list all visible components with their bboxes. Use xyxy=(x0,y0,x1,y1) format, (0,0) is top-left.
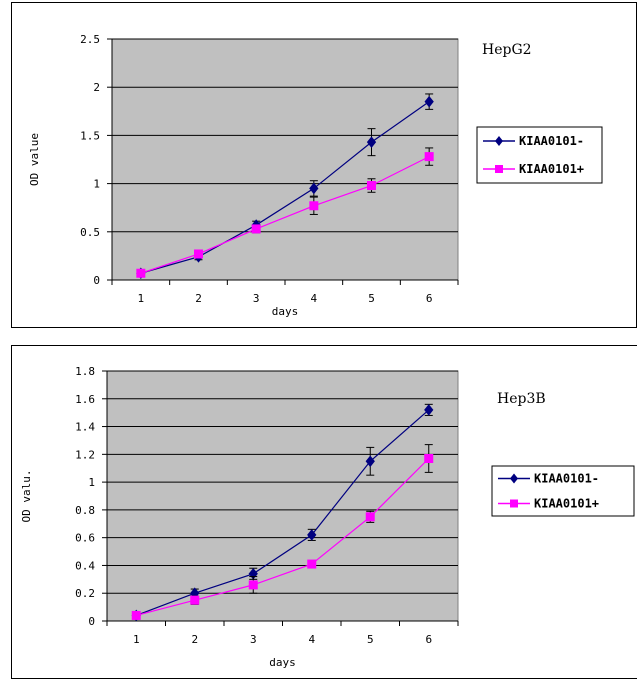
y-axis-label: OD value xyxy=(28,133,41,186)
series-1-line xyxy=(136,458,430,617)
y-tick-label: 1.2 xyxy=(75,448,95,461)
x-tick-label: 5 xyxy=(367,633,374,646)
x-tick-label: 6 xyxy=(425,633,432,646)
y-tick-label: 0 xyxy=(93,274,100,287)
y-tick-label: 0.4 xyxy=(75,559,95,572)
y-tick-label: 0 xyxy=(88,615,95,628)
y-tick-label: 1 xyxy=(93,178,100,191)
series-1-point xyxy=(307,559,317,569)
series-1-point xyxy=(309,201,319,211)
plot-area xyxy=(106,370,459,622)
series-1-point xyxy=(251,224,261,234)
y-axis-label: OD valu. xyxy=(20,470,33,523)
series-1-point xyxy=(136,268,146,278)
y-tick-label: 2 xyxy=(93,81,100,94)
y-tick-label: 0.8 xyxy=(75,504,95,517)
legend-marker xyxy=(495,136,503,146)
y-tick-label: 1.6 xyxy=(75,393,95,406)
legend-box xyxy=(476,126,603,184)
plot-area xyxy=(111,38,459,281)
y-tick-label: 2.5 xyxy=(80,33,100,46)
series-0-line xyxy=(140,101,430,274)
x-tick-label: 6 xyxy=(426,292,433,305)
series-1-point xyxy=(194,249,203,259)
series-1-point xyxy=(424,454,434,463)
y-tick-label: 1 xyxy=(88,476,95,489)
x-tick-label: 5 xyxy=(368,292,375,305)
x-tick-label: 2 xyxy=(191,633,198,646)
legend-entry: KIAA0101- xyxy=(519,134,584,148)
series-1-point xyxy=(190,595,200,605)
y-tick-label: 1.4 xyxy=(75,421,95,434)
x-tick-label: 1 xyxy=(133,633,140,646)
x-tick-label: 3 xyxy=(253,292,260,305)
series-1-point xyxy=(248,580,258,590)
legend-marker xyxy=(495,165,503,173)
y-tick-label: 1.8 xyxy=(75,365,95,378)
y-tick-label: 0.2 xyxy=(75,587,95,600)
x-axis-label: days xyxy=(272,305,299,318)
chart-hepg2: 0 0.5 1 1.5 2 2.5 1 2 3 4 5 6 days OD value HepG2 KIAA0… xyxy=(28,33,603,318)
series-1-point xyxy=(365,512,375,522)
legend-entry: KIAA0101+ xyxy=(534,497,599,511)
x-tick-label: 1 xyxy=(138,292,145,305)
x-tick-label: 4 xyxy=(311,292,318,305)
y-tick-label: 0.6 xyxy=(75,532,95,545)
series-0-line xyxy=(136,409,430,617)
legend-entry: KIAA0101- xyxy=(534,472,599,486)
y-tick-label: 1.5 xyxy=(80,129,100,142)
series-1-point xyxy=(131,610,141,620)
cell-line-label: Hep3B xyxy=(497,391,546,407)
legend-box xyxy=(491,465,635,517)
series-0-point xyxy=(366,136,377,148)
series-1-point xyxy=(424,152,434,162)
x-tick-label: 3 xyxy=(250,633,257,646)
series-0-point xyxy=(307,529,317,541)
x-axis-label: days xyxy=(269,656,296,669)
legend-marker xyxy=(510,499,518,508)
x-tick-label: 2 xyxy=(195,292,202,305)
cell-line-label: HepG2 xyxy=(482,42,532,58)
legend-marker xyxy=(510,473,518,484)
series-1-point xyxy=(367,181,376,191)
chart-hep3b: 0 0.2 0.4 0.6 0.8 1 1.2 1.4 1.6 1.8 1 2 3 4 5 6 days OD v… xyxy=(20,365,635,669)
series-0-point xyxy=(365,455,375,468)
series-0-point xyxy=(424,404,434,416)
series-0-point xyxy=(424,95,434,108)
series-0-point xyxy=(309,182,319,195)
chart-panel-hep3b: 0 0.2 0.4 0.6 0.8 1 1.2 1.4 1.6 1.8 1 2 3 4 5 6 days OD v… xyxy=(11,345,637,679)
x-tick-label: 4 xyxy=(308,633,315,646)
y-tick-label: 0.5 xyxy=(80,226,100,239)
legend-entry: KIAA0101+ xyxy=(519,162,584,176)
chart-panel-hepg2: 0 0.5 1 1.5 2 2.5 1 2 3 4 5 6 days OD value HepG2 KIAA0… xyxy=(11,2,637,328)
series-1-line xyxy=(140,156,430,274)
